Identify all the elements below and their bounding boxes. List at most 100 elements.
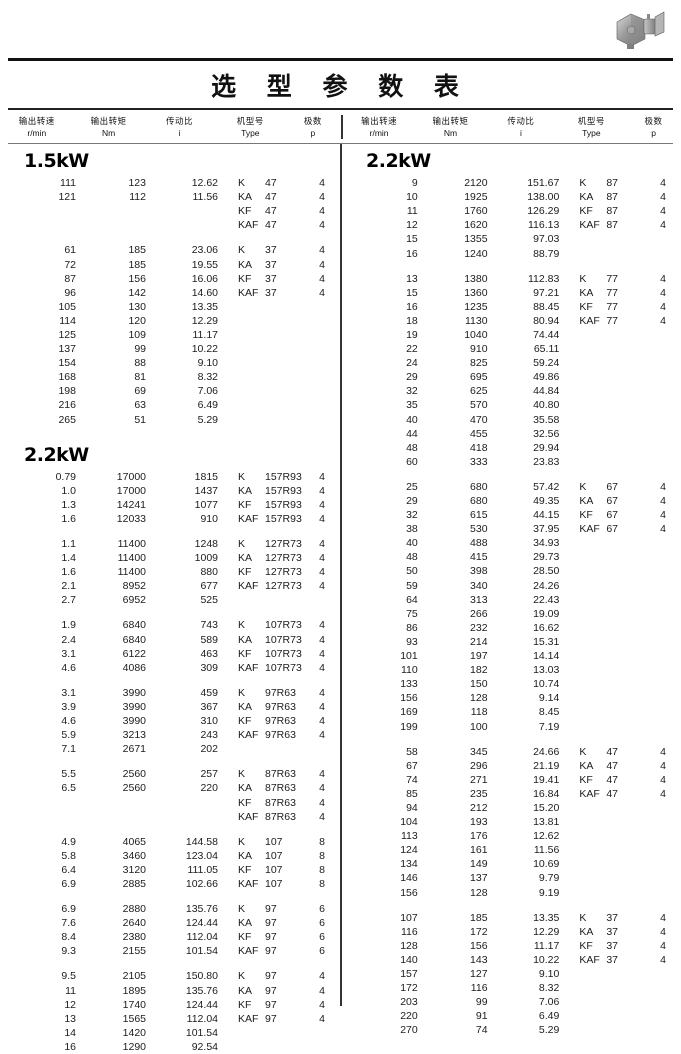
model-series-prefix: KF: [238, 998, 265, 1012]
cell-pole-count: 4: [304, 218, 340, 232]
header-speed-unit: r/min: [0, 127, 74, 139]
model-series-prefix: KF: [238, 498, 265, 512]
cell-output-speed: 15: [342, 232, 428, 246]
cell-output-torque: 1925: [428, 190, 500, 204]
model-size-code: 87: [606, 176, 618, 190]
table-column-headers: 输出转速 r/min 输出转矩 Nm 传动比 i 机型号 Type 极数 p 输…: [0, 110, 681, 143]
cell-output-torque: 214: [428, 635, 500, 649]
model-size-code: 47: [606, 759, 618, 773]
cell-output-torque: 488: [428, 536, 500, 550]
cell-output-torque: 1420: [86, 1026, 158, 1040]
cell-ratio: 97.03: [500, 232, 566, 246]
cell-model-type: [565, 871, 645, 885]
cell-output-torque: 3990: [86, 714, 158, 728]
cell-output-torque: 2880: [86, 902, 158, 916]
cell-model-type: [565, 247, 645, 261]
cell-output-speed: 74: [342, 773, 428, 787]
cell-pole-count: 4: [645, 745, 681, 759]
cell-output-speed: 157: [342, 967, 428, 981]
cell-output-speed: 5.8: [0, 849, 86, 863]
cell-ratio: 19.55: [158, 258, 224, 272]
cell-output-speed: 16: [0, 1040, 86, 1054]
model-series-prefix: KF: [579, 508, 606, 522]
model-size-code: 97: [265, 930, 277, 944]
cell-output-speed: 72: [0, 258, 86, 272]
cell-pole-count: 4: [645, 925, 681, 939]
cell-output-torque: 3460: [86, 849, 158, 863]
cell-model-type: [565, 384, 645, 398]
cell-output-torque: 4065: [86, 835, 158, 849]
cell-output-torque: 1235: [428, 300, 500, 314]
header-ratio-right: 传动比 i: [485, 115, 556, 139]
cell-output-torque: 6840: [86, 633, 158, 647]
cell-output-speed: 198: [0, 384, 86, 398]
cell-output-torque: 100: [428, 720, 500, 734]
cell-pole-count: 4: [304, 661, 340, 675]
model-size-code: 97: [265, 998, 277, 1012]
cell-output-torque: 6952: [86, 593, 158, 607]
model-size-code: 157R93: [265, 484, 302, 498]
model-size-code: 87R63: [265, 796, 296, 810]
cell-output-speed: 44: [342, 427, 428, 441]
cell-output-torque: 12033: [86, 512, 158, 526]
cell-output-torque: 333: [428, 455, 500, 469]
cell-output-torque: 235: [428, 787, 500, 801]
header-output-torque-right: 输出转矩 Nm: [416, 115, 486, 139]
model-series-prefix: KA: [238, 700, 265, 714]
model-series-prefix: K: [238, 767, 265, 781]
cell-output-speed: 1.3: [0, 498, 86, 512]
cell-output-speed: 75: [342, 607, 428, 621]
model-size-code: 97R63: [265, 686, 296, 700]
cell-model-type: [565, 607, 645, 621]
header-speed-cn: 输出转速: [0, 115, 74, 127]
cell-pole-count: 4: [304, 618, 340, 632]
cell-output-speed: 1.4: [0, 551, 86, 565]
cell-output-speed: 124: [342, 843, 428, 857]
cell-output-torque: 137: [428, 871, 500, 885]
cell-pole-count: 4: [645, 272, 681, 286]
cell-output-speed: 113: [342, 829, 428, 843]
cell-output-torque: 340: [428, 579, 500, 593]
model-size-code: 157R93: [265, 470, 302, 484]
cell-model-type: [224, 314, 304, 328]
model-series-prefix: KA: [238, 258, 265, 272]
cell-ratio: 11.56: [158, 190, 224, 204]
cell-output-torque: 455: [428, 427, 500, 441]
cell-output-speed: 220: [342, 1009, 428, 1023]
cell-output-speed: 5.5: [0, 767, 86, 781]
cell-output-torque: 2885: [86, 877, 158, 891]
model-series-prefix: K: [238, 243, 265, 257]
cell-ratio: 22.43: [500, 593, 566, 607]
cell-ratio: 116.13: [500, 218, 566, 232]
cell-output-speed: 14: [0, 1026, 86, 1040]
cell-output-speed: 1.6: [0, 512, 86, 526]
power-rating-heading: 1.5kW: [0, 144, 340, 176]
